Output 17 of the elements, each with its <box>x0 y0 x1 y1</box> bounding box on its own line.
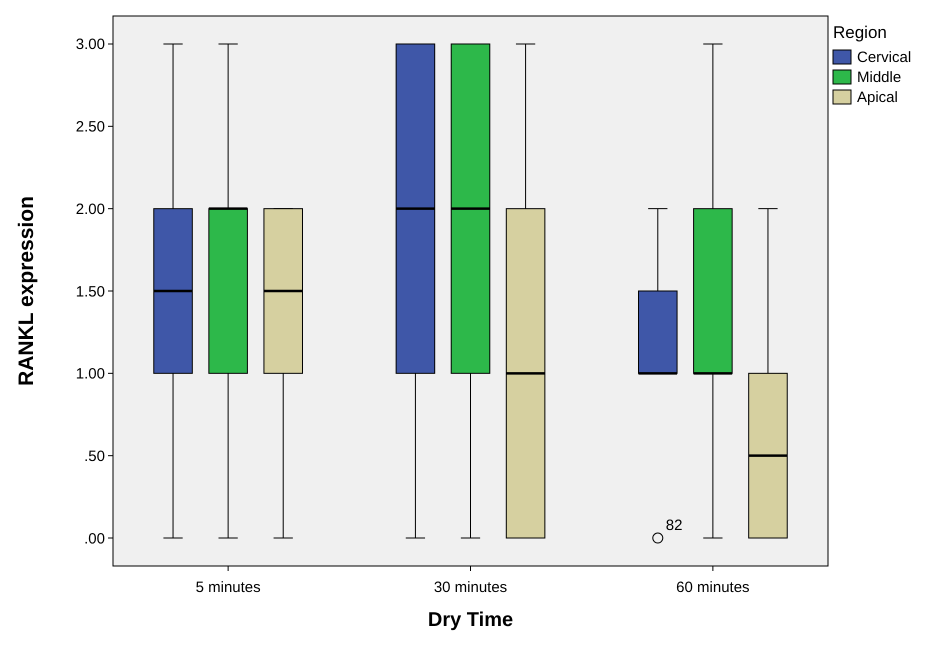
legend-title: Region <box>833 23 887 42</box>
y-tick-label: 1.00 <box>76 366 105 383</box>
y-tick-label: 3.00 <box>76 36 105 54</box>
x-tick-label: 5 minutes <box>196 579 261 596</box>
x-tick-label: 30 minutes <box>434 579 508 596</box>
x-axis-title: Dry Time <box>428 609 514 631</box>
y-tick-label: .50 <box>84 448 105 465</box>
y-tick-label: 2.50 <box>76 118 105 136</box>
annotation: 82 <box>666 517 682 534</box>
legend-label: Apical <box>857 89 898 106</box>
y-axis-title: RANKL expression <box>15 196 38 386</box>
y-tick-label: .00 <box>84 530 105 548</box>
legend-label: Cervical <box>857 49 912 66</box>
legend-label: Middle <box>857 69 902 86</box>
y-tick-label: 2.00 <box>76 200 105 218</box>
x-tick-label: 60 minutes <box>676 579 750 596</box>
y-tick-label: 1.50 <box>76 283 105 300</box>
